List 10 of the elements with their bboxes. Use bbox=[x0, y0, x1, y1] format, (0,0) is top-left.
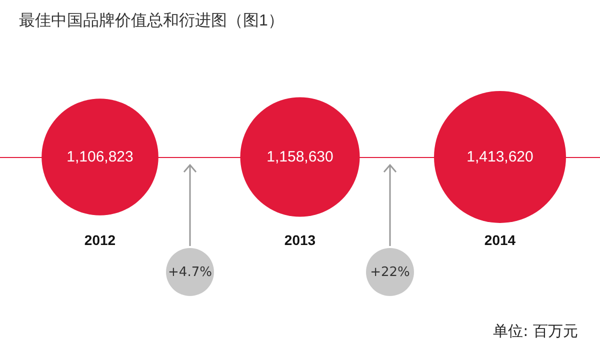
text: +22% bbox=[366, 248, 414, 296]
data-label: 1,158,630 bbox=[266, 148, 334, 166]
category-label: 2014 bbox=[484, 232, 516, 248]
text: 最佳中国品牌价值总和衍进图（图1） bbox=[19, 12, 284, 30]
data-label: 1,413,620 bbox=[466, 148, 534, 166]
category-label: 2013 bbox=[284, 232, 316, 248]
category-label: 2012 bbox=[84, 232, 116, 248]
text: +4.7% bbox=[166, 248, 214, 296]
text: 单位: 百万元 bbox=[493, 322, 578, 341]
data-label: 1,106,823 bbox=[66, 148, 134, 166]
